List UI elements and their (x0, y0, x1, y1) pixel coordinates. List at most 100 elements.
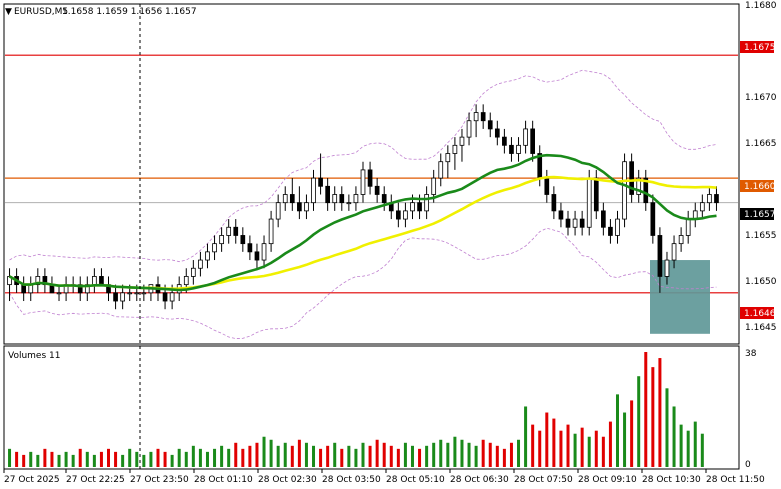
volume-bar (644, 352, 648, 467)
volume-bar (396, 448, 400, 467)
volume-bar (418, 448, 422, 467)
time-tick-11: 28 Oct 10:30 (642, 475, 701, 485)
price-axis[interactable]: 1.1680 1.1670 1.1665 1.1655 1.1650 1.164… (745, 1, 777, 333)
volume-bar (297, 439, 301, 467)
volume-bar (658, 358, 662, 467)
candle (374, 178, 380, 203)
volume-title: Volumes 11 (8, 351, 60, 361)
volume-bar (587, 436, 591, 467)
candle (268, 210, 274, 252)
level-lower-badge (740, 307, 774, 319)
volume-bar (580, 427, 584, 467)
candle (198, 251, 203, 277)
volume-bar (205, 451, 209, 467)
candle (516, 137, 521, 162)
volume-bar (85, 451, 89, 467)
candle (629, 153, 634, 203)
volume-bar (410, 445, 414, 467)
level-mid-badge (740, 180, 774, 192)
volume-bar (290, 445, 294, 467)
volume-bar (488, 442, 492, 467)
lower-band (9, 227, 717, 340)
time-axis[interactable]: 27 Oct 2025 27 Oct 22:25 27 Oct 23:50 28 Oc… (3, 469, 765, 485)
candle (233, 219, 239, 244)
candle (572, 210, 578, 236)
candle (657, 227, 663, 293)
candle (226, 219, 232, 244)
volume-bar (502, 448, 506, 467)
candle (473, 104, 479, 138)
volume-bar (517, 439, 521, 467)
candle (254, 243, 260, 269)
current-price-badge (740, 208, 774, 220)
candle (56, 284, 62, 302)
volume-bar (71, 454, 75, 467)
volume-bar (248, 445, 252, 467)
volume-bar (651, 367, 655, 467)
price-tick-2: 1.1670 (745, 93, 777, 103)
volume-bar (693, 421, 697, 467)
volume-bar (50, 451, 54, 467)
volume-bar (679, 424, 683, 467)
candle (424, 186, 429, 220)
candle (466, 112, 472, 146)
time-tick-10: 28 Oct 09:10 (578, 475, 637, 485)
volume-bar (460, 439, 464, 467)
collapse-arrow-icon[interactable]: ▼ (5, 7, 12, 17)
candle (699, 194, 705, 220)
candle (608, 219, 613, 244)
candle (509, 137, 514, 162)
candle (622, 153, 627, 228)
volume-bar (474, 445, 478, 467)
candle (205, 243, 210, 269)
level-mid-label: 1.1660 (744, 182, 776, 192)
candle (707, 186, 712, 211)
volume-bar (163, 451, 167, 467)
time-tick-3: 27 Oct 23:50 (130, 475, 189, 485)
volume-bar (22, 454, 26, 467)
volume-bar (283, 442, 287, 467)
current-price-label: 1.1657 (744, 210, 776, 220)
candle (325, 178, 330, 211)
volume-bar (262, 436, 266, 467)
volume-bar (700, 433, 704, 467)
price-tick-4: 1.1655 (745, 231, 777, 241)
candle (650, 194, 656, 244)
candle (438, 153, 444, 187)
candle (615, 210, 620, 244)
candle (671, 235, 677, 269)
candle (282, 186, 288, 211)
candle (565, 210, 571, 236)
volume-bar (347, 445, 351, 467)
volume-bar (403, 442, 407, 467)
volume-bar (552, 418, 556, 467)
volume-bar (191, 445, 195, 467)
candle (289, 178, 295, 211)
volume-bar (64, 451, 68, 467)
volume-bar (312, 445, 316, 467)
volume-bar (538, 430, 542, 467)
candle (459, 128, 465, 162)
volume-bar (637, 376, 641, 467)
candle (664, 251, 670, 285)
candle (403, 202, 408, 228)
volume-bar (559, 430, 563, 467)
ma-fast-line (8, 153, 717, 292)
ohlc-values: 1.1658 1.1659 1.1656 1.1657 (62, 7, 197, 17)
candle (452, 137, 458, 170)
volume-bar (107, 448, 111, 467)
volume-bar (467, 442, 471, 467)
time-tick-5: 28 Oct 02:30 (258, 475, 317, 485)
candle (247, 235, 253, 261)
volume-bar (368, 445, 372, 467)
volume-bar (15, 451, 19, 467)
volume-bar (389, 445, 393, 467)
candle (445, 145, 451, 179)
volume-bar (156, 448, 160, 467)
volume-bar (92, 454, 96, 467)
volume-bar (170, 454, 174, 467)
volume-scale-min: 0 (745, 460, 751, 470)
candle (530, 120, 536, 162)
candle (42, 268, 48, 293)
